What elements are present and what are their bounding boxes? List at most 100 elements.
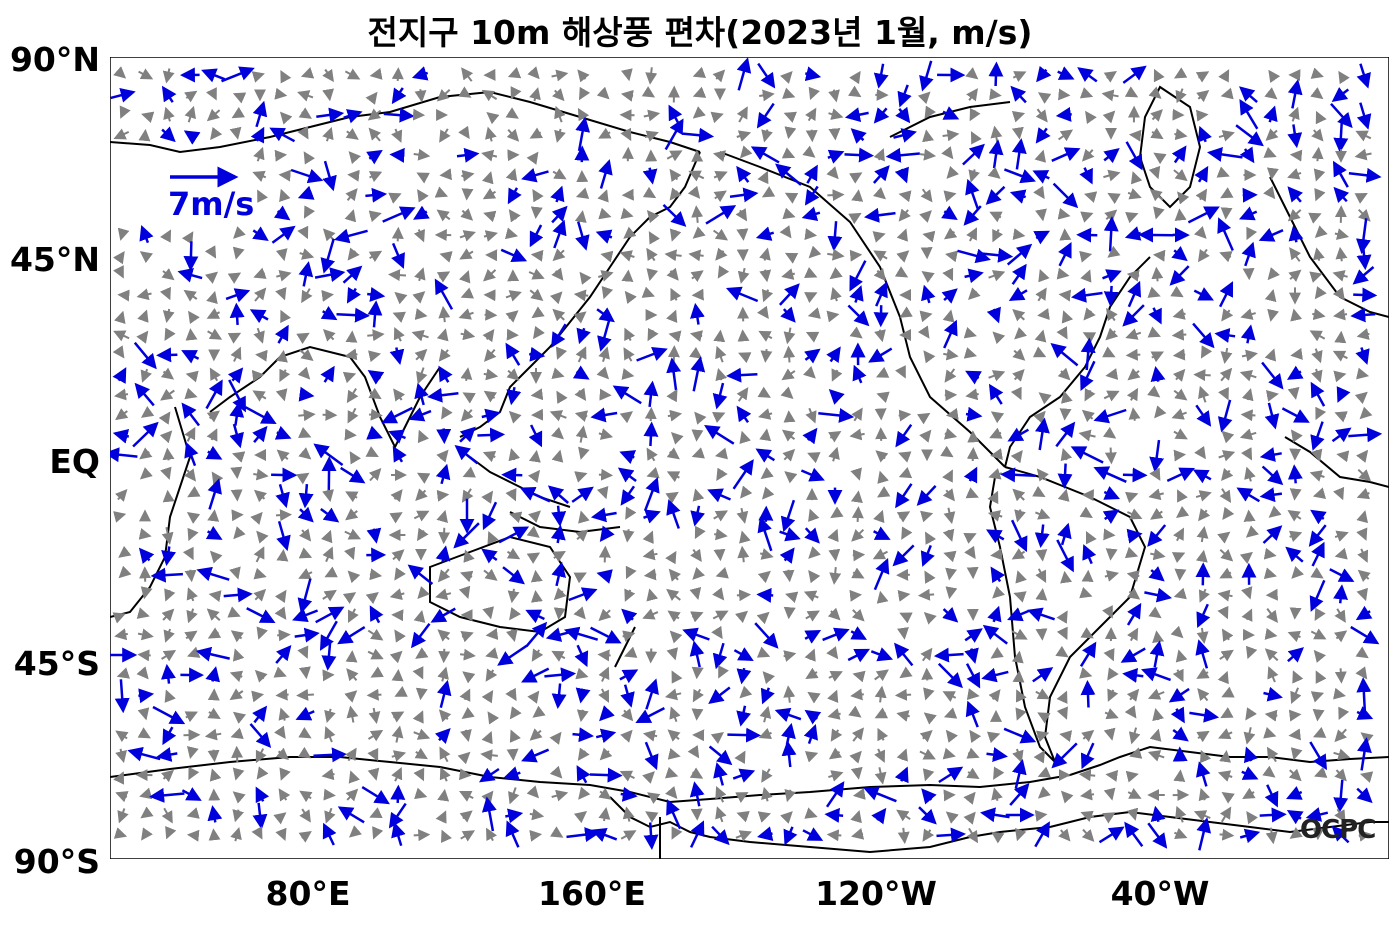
- wind-vector: [737, 329, 750, 342]
- wind-vector: [868, 347, 893, 363]
- wind-vector: [1173, 168, 1188, 182]
- wind-vector: [692, 226, 706, 239]
- wind-vector: [600, 250, 614, 263]
- wind-vector: [575, 346, 587, 363]
- wind-vector: [1032, 170, 1050, 184]
- wind-vector: [621, 368, 635, 380]
- wind-vector: [574, 210, 587, 223]
- wind-vector: [599, 388, 612, 401]
- wind-vector: [483, 390, 498, 403]
- wind-vector: [623, 226, 637, 239]
- wind-vector: [1124, 86, 1139, 98]
- wind-vector: [688, 170, 705, 182]
- wind-vector: [186, 745, 199, 760]
- wind-vector: [739, 530, 751, 544]
- wind-vector: [917, 588, 935, 601]
- wind-vector: [736, 589, 752, 602]
- wind-vector: [114, 310, 126, 325]
- wind-vector: [1035, 588, 1048, 601]
- wind-vector: [1239, 146, 1255, 164]
- wind-vector: [682, 127, 715, 143]
- wind-vector: [1193, 287, 1214, 301]
- wind-vector: [207, 328, 223, 340]
- wind-vector: [322, 328, 336, 342]
- wind-vector: [988, 61, 1004, 87]
- wind-vector: [964, 268, 984, 284]
- wind-vector: [185, 328, 198, 341]
- wind-vector: [1311, 146, 1324, 162]
- wind-vector: [483, 210, 497, 223]
- wind-vector: [434, 186, 449, 198]
- wind-vector: [827, 248, 845, 261]
- wind-vector: [898, 409, 912, 422]
- wind-vector: [1240, 308, 1256, 320]
- wind-vector: [735, 208, 748, 222]
- wind-vector: [298, 107, 312, 119]
- wind-vector: [184, 90, 198, 103]
- wind-vector: [530, 569, 543, 583]
- wind-vector: [391, 67, 404, 81]
- wind-vector: [623, 347, 635, 362]
- wind-vector: [482, 187, 497, 200]
- wind-vector: [1102, 269, 1122, 284]
- wind-vector: [1172, 348, 1186, 361]
- wind-vector: [1012, 368, 1025, 382]
- wind-vector: [1219, 828, 1235, 841]
- wind-vector: [669, 187, 682, 201]
- wind-vector: [275, 388, 288, 402]
- wind-vector: [344, 209, 357, 223]
- wind-vector: [279, 188, 291, 203]
- wind-vector: [112, 367, 127, 384]
- wind-vector: [177, 268, 203, 283]
- wind-vector: [459, 270, 471, 284]
- wind-vector: [784, 192, 799, 204]
- wind-vector: [279, 368, 291, 383]
- wind-vector: [782, 207, 796, 220]
- wind-vector: [530, 590, 543, 603]
- wind-vector: [690, 270, 704, 283]
- wind-vector: [988, 370, 1006, 382]
- wind-vector: [1332, 160, 1349, 188]
- wind-vector: [784, 126, 797, 140]
- wind-vector: [666, 267, 679, 281]
- wind-vector: [727, 727, 762, 743]
- wind-vector: [438, 305, 451, 323]
- wind-vector: [533, 325, 545, 340]
- wind-vector: [896, 250, 910, 263]
- wind-vector: [1333, 119, 1349, 153]
- wind-vector: [598, 159, 613, 189]
- wind-vector: [1147, 286, 1161, 298]
- wind-vector: [388, 192, 402, 204]
- wind-vector: [529, 829, 543, 842]
- lon-label-120w: 120°W: [815, 874, 937, 913]
- wind-vector: [138, 128, 151, 142]
- wind-vector: [505, 168, 518, 182]
- wind-vector: [368, 171, 383, 183]
- wind-vector: [206, 307, 221, 319]
- wind-vector: [645, 67, 658, 85]
- wind-vector: [714, 447, 728, 460]
- wind-vector: [1309, 330, 1326, 342]
- wind-vector: [1312, 308, 1326, 321]
- wind-vector: [160, 367, 175, 380]
- wind-vector: [1080, 337, 1096, 371]
- wind-vector: [390, 784, 406, 803]
- wind-vector: [781, 368, 796, 381]
- wind-vector: [1058, 129, 1074, 142]
- wind-vector: [739, 145, 753, 159]
- wind-vector: [804, 292, 818, 303]
- wind-vector: [529, 224, 544, 248]
- wind-vector: [942, 267, 954, 282]
- wind-vector: [1149, 188, 1164, 202]
- wind-vector: [1267, 267, 1280, 281]
- wind-vector: [1125, 328, 1142, 340]
- wind-vector: [1011, 263, 1027, 285]
- wind-vector: [280, 70, 292, 84]
- wind-vector: [532, 188, 544, 203]
- wind-vector: [1127, 368, 1141, 381]
- wind-vector: [342, 371, 357, 384]
- wind-vector: [139, 251, 154, 264]
- wind-vector: [1058, 88, 1071, 101]
- wind-vector: [988, 383, 1004, 405]
- wind-vector: [506, 386, 522, 406]
